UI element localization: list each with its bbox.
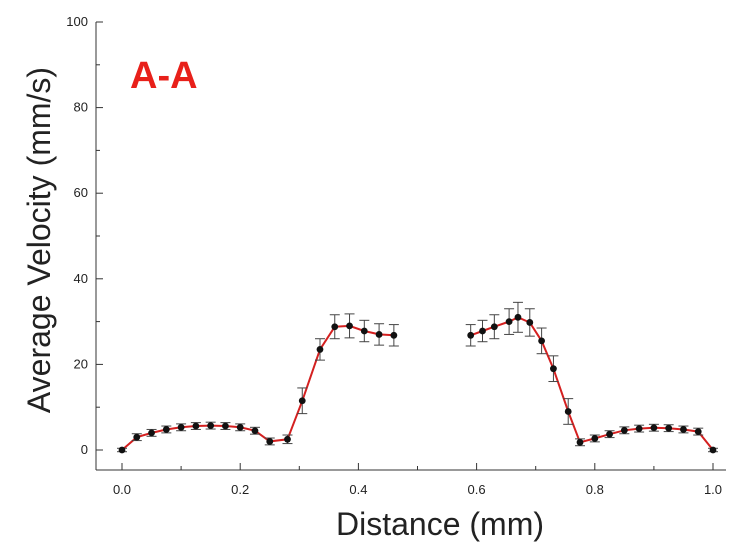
- data-point: [665, 424, 673, 432]
- data-point: [298, 397, 306, 405]
- data-point: [375, 331, 383, 338]
- data-point: [177, 423, 185, 431]
- y-tick-label: 0: [81, 442, 88, 457]
- data-point: [360, 327, 368, 335]
- x-tick-label: 0.0: [113, 482, 131, 497]
- data-point: [576, 438, 584, 446]
- data-point: [591, 435, 599, 442]
- series-line: [470, 316, 714, 451]
- data-point: [680, 426, 687, 433]
- x-tick-label: 0.6: [468, 482, 486, 497]
- data-point: [479, 327, 486, 335]
- data-point: [550, 365, 557, 373]
- data-point: [236, 423, 244, 431]
- data-point: [331, 323, 339, 331]
- series-1: [117, 313, 399, 454]
- x-tick-label: 0.2: [231, 482, 249, 497]
- data-point: [284, 435, 291, 443]
- data-point: [620, 426, 628, 434]
- data-point: [346, 322, 353, 330]
- y-tick-label: 60: [74, 185, 88, 200]
- y-tick-label: 20: [74, 356, 88, 371]
- data-point: [390, 331, 398, 339]
- data-point: [148, 429, 155, 437]
- data-point: [514, 313, 522, 321]
- data-point: [490, 323, 498, 331]
- data-point: [505, 318, 513, 325]
- data-point: [467, 331, 475, 339]
- x-tick-label: 1.0: [704, 482, 722, 497]
- y-tick-label: 80: [74, 100, 88, 115]
- axes-frame: [95, 22, 726, 471]
- data-point: [162, 426, 170, 433]
- data-point: [192, 422, 200, 430]
- data-point: [118, 446, 126, 454]
- y-tick-label: 100: [66, 14, 88, 29]
- y-axis-ticks: 0 20 40 60 80 100: [66, 14, 103, 457]
- x-tick-label: 0.8: [586, 482, 604, 497]
- data-point: [316, 346, 324, 353]
- series-2: [465, 301, 718, 454]
- x-axis-ticks: 0.0 0.2 0.4 0.6 0.8 1.0: [113, 463, 722, 497]
- data-point: [650, 424, 658, 432]
- x-tick-label: 0.4: [349, 482, 367, 497]
- data-point: [207, 422, 215, 430]
- data-point: [564, 408, 572, 415]
- data-point: [526, 319, 534, 326]
- data-point: [251, 427, 259, 435]
- chart-annotation: A-A: [130, 55, 198, 97]
- data-point: [538, 337, 546, 345]
- x-axis-label: Distance (mm): [336, 506, 544, 542]
- data-point: [694, 428, 702, 435]
- y-axis-label: Average Velocity (mm/s): [21, 67, 57, 413]
- data-point: [709, 446, 717, 454]
- y-tick-label: 40: [74, 271, 88, 286]
- data-point: [222, 422, 229, 430]
- plot-area: [117, 301, 718, 454]
- data-point: [635, 425, 643, 432]
- data-point: [133, 433, 141, 441]
- data-point: [266, 438, 274, 445]
- data-point: [606, 430, 613, 438]
